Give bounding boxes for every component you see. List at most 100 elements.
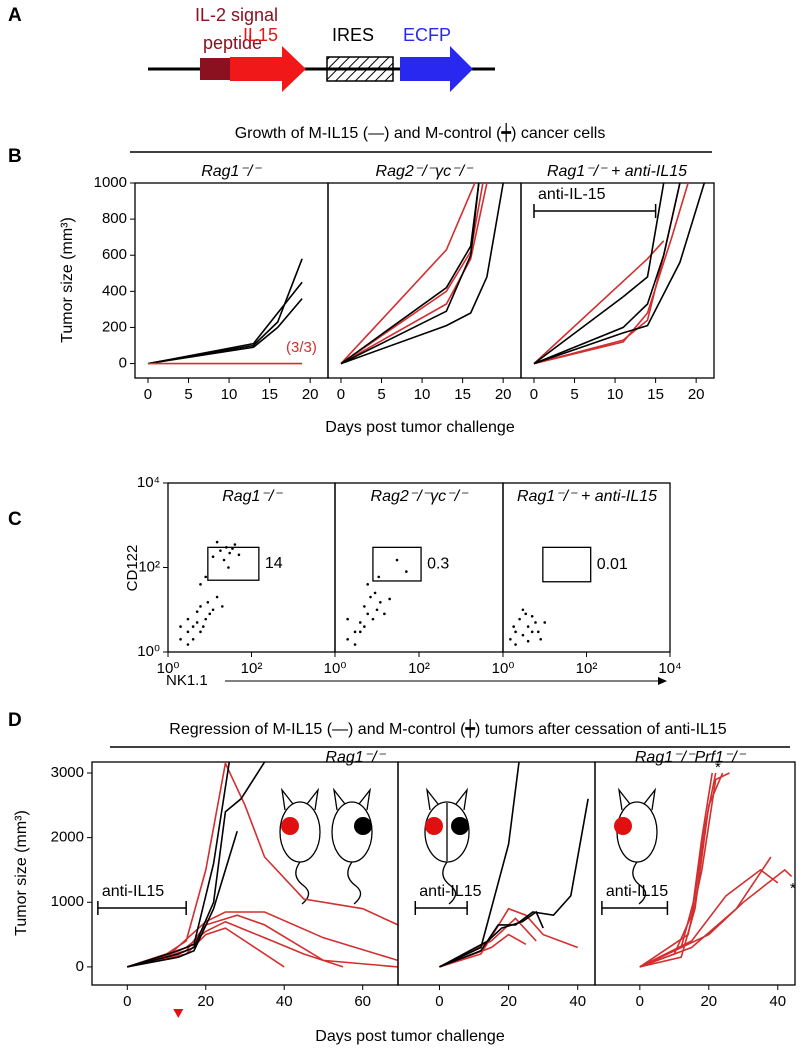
plot-frame <box>334 482 504 653</box>
x-tick-label: 15 <box>261 386 278 403</box>
subplot-title: Rag1⁻/⁻ <box>201 163 262 180</box>
event-dot <box>353 630 357 634</box>
event-dot <box>363 625 366 628</box>
x-tick-label: 0 <box>636 993 644 1010</box>
gate <box>207 546 260 581</box>
series-line <box>439 798 589 968</box>
event-dot <box>186 617 190 621</box>
y-tick-label: 400 <box>102 282 127 299</box>
panel-label: B <box>8 146 22 167</box>
construct-label: IRES <box>332 25 374 45</box>
treatment-label: anti-IL15 <box>419 883 481 900</box>
event-dot <box>358 630 362 634</box>
series-line <box>340 183 480 365</box>
x-tick-label: 0 <box>337 386 345 403</box>
x-tick-label: 10² <box>576 660 598 677</box>
series-line <box>439 907 578 968</box>
panel-label: A <box>8 5 22 26</box>
treatment-label: anti-IL15 <box>102 883 164 900</box>
axis-arrowhead <box>658 677 667 685</box>
gate <box>372 546 422 582</box>
annotation: * <box>790 880 796 897</box>
x-tick-label: 20 <box>495 386 512 403</box>
event-dot <box>526 625 530 628</box>
event-dot <box>227 566 230 569</box>
tumor-icon <box>451 817 469 835</box>
event-dot <box>204 617 208 621</box>
x-tick-label: 20 <box>688 386 705 403</box>
event-dot <box>222 558 226 562</box>
event-dot <box>201 625 205 628</box>
plot-frame <box>91 761 399 986</box>
x-tick-label: 40 <box>276 993 293 1010</box>
event-dot <box>191 637 195 641</box>
x-tick-label: 0 <box>144 386 152 403</box>
event-dot <box>518 617 521 621</box>
x-tick-label: 10⁰ <box>324 660 347 677</box>
y-axis-title: CD122 <box>124 545 141 592</box>
y-tick-label: 0 <box>76 958 84 975</box>
x-tick-label: 15 <box>454 386 471 403</box>
mouse-icons <box>279 787 658 905</box>
series-line <box>639 868 793 968</box>
x-tick-label: 0 <box>435 993 443 1010</box>
plot-area <box>439 762 589 968</box>
series-line <box>127 762 231 968</box>
subplot-title: Rag1⁻/⁻ + anti-IL15 <box>517 488 657 505</box>
event-dot <box>195 610 199 613</box>
plot-area <box>509 608 547 646</box>
y-tick-label: 10⁰ <box>137 643 160 660</box>
event-dot <box>366 612 369 616</box>
event-dot <box>521 633 525 637</box>
x-tick-label: 10⁰ <box>492 660 515 677</box>
event-dot <box>405 570 408 573</box>
ires-block <box>326 56 394 82</box>
subplot-title: Rag1⁻/⁻ <box>222 488 283 505</box>
event-dot <box>379 601 382 604</box>
construct-label: IL15 <box>243 25 278 45</box>
event-dot <box>395 558 399 562</box>
x-tick-label: 15 <box>647 386 664 403</box>
series-line <box>147 298 303 365</box>
panel-label: D <box>8 710 22 731</box>
y-tick-label: 1000 <box>94 174 127 191</box>
event-dot <box>221 605 224 608</box>
y-tick-label: 3000 <box>51 764 84 781</box>
tumor-icon <box>281 817 299 835</box>
series-line <box>533 183 689 365</box>
event-dot <box>208 612 212 616</box>
series-line <box>127 830 238 968</box>
event-dot <box>509 637 512 641</box>
series-line <box>147 258 303 365</box>
series-line <box>639 856 772 968</box>
subplot-title: Rag1⁻/⁻Prf1⁻/⁻ <box>635 749 747 766</box>
x-tick-label: 20 <box>700 993 717 1010</box>
series-line <box>340 183 504 365</box>
series-line <box>340 183 484 365</box>
event-dot <box>373 591 377 595</box>
x-tick-label: 5 <box>184 386 192 403</box>
event-dot <box>228 551 231 555</box>
x-tick-label: 0 <box>530 386 538 403</box>
event-dot <box>215 595 219 599</box>
series-line <box>340 183 476 365</box>
event-dot <box>195 621 199 624</box>
event-dot <box>346 637 349 641</box>
plot-area <box>639 772 793 968</box>
treatment-label: anti-IL-15 <box>538 186 606 203</box>
treatment-stop-marker <box>173 1009 184 1018</box>
tumor-icon <box>354 817 372 835</box>
series-line <box>533 183 681 365</box>
x-tick-label: 40 <box>769 993 786 1010</box>
tumor-icon <box>614 817 632 835</box>
series-line <box>639 868 779 968</box>
y-tick-label: 10⁴ <box>137 474 160 491</box>
event-dot <box>233 543 237 546</box>
event-dot <box>199 630 202 634</box>
tumor-icon <box>425 817 443 835</box>
x-tick-label: 40 <box>569 993 586 1010</box>
event-dot <box>353 643 357 646</box>
construct-label: IL-2 signal <box>195 5 278 25</box>
gate-percent: 0.3 <box>427 555 449 572</box>
